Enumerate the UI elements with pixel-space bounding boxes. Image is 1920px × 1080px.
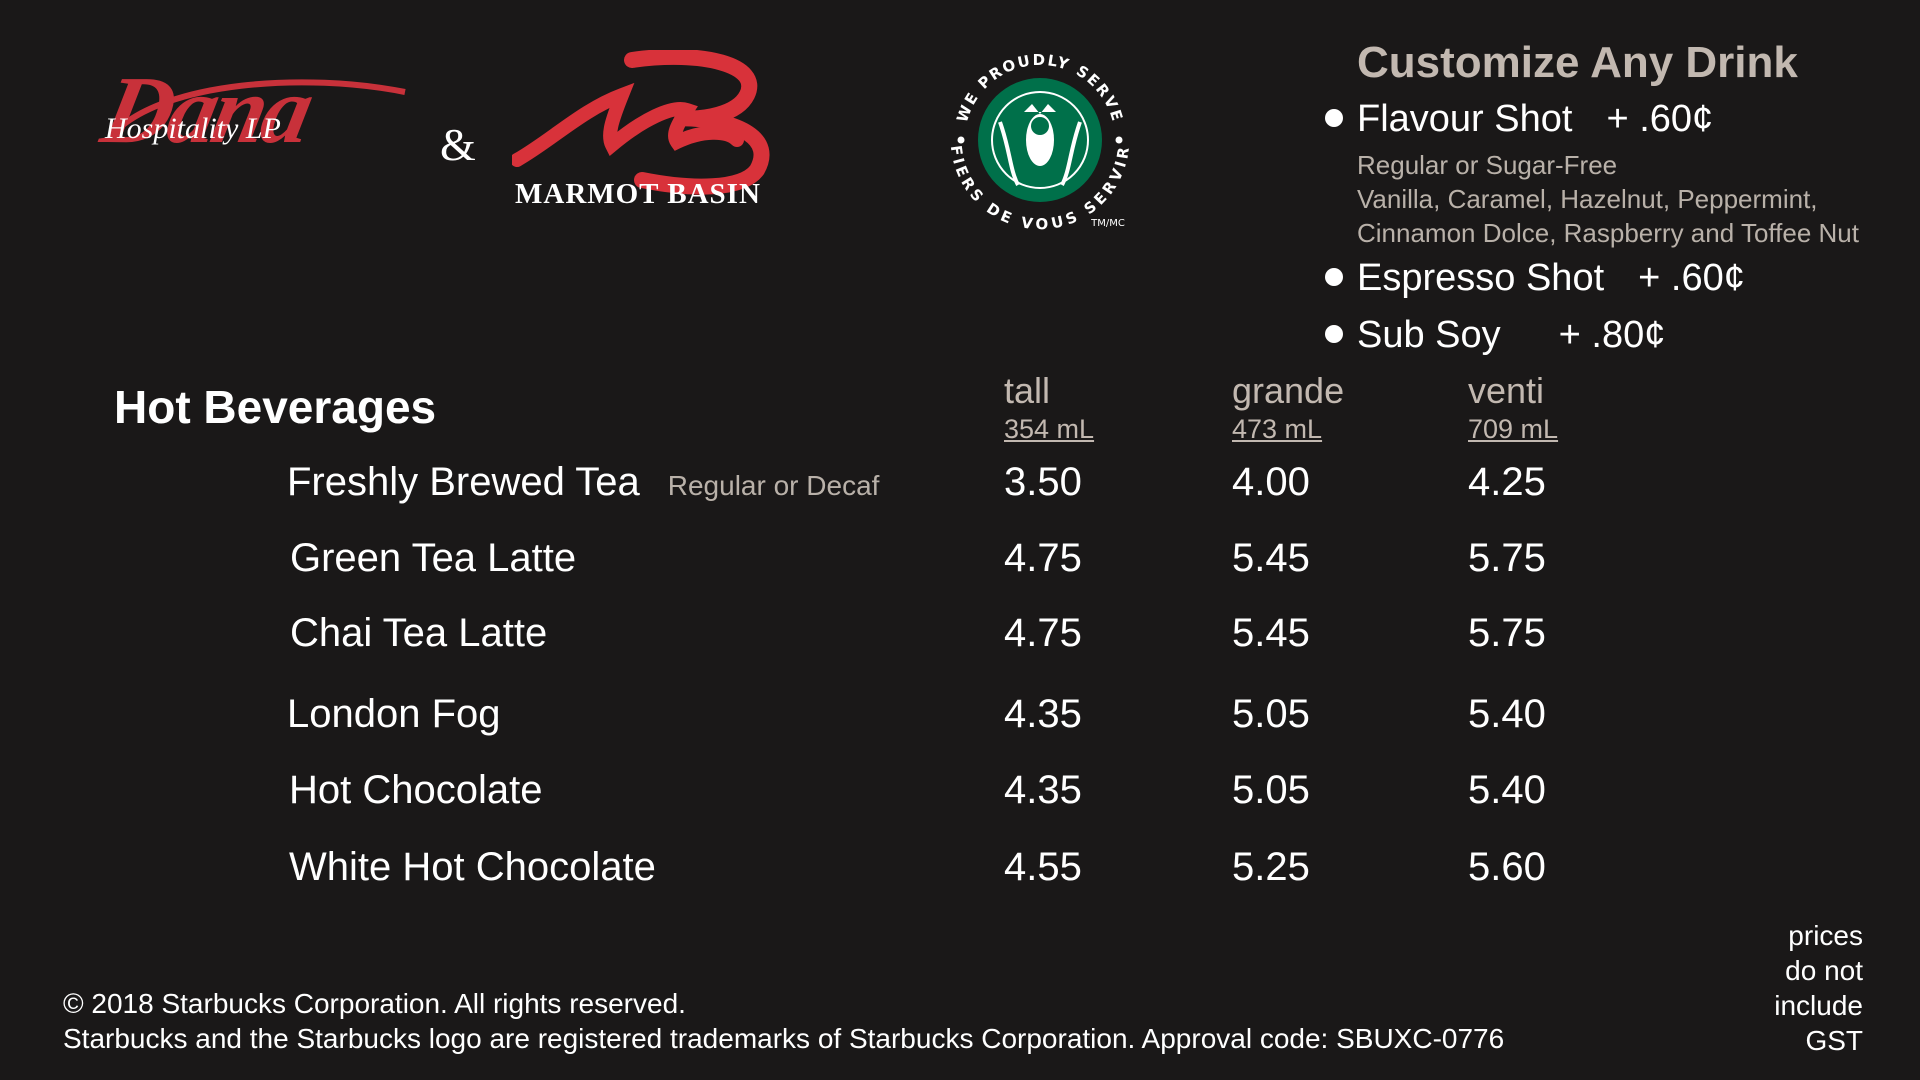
option-name: Espresso Shot <box>1357 257 1605 299</box>
marmot-basin-wordmark: MARMOT BASIN <box>515 178 761 210</box>
gst-note-line: GST <box>1805 1025 1863 1056</box>
size-volume-venti: 709 mL <box>1468 414 1559 444</box>
size-header-grande: grande <box>1232 370 1345 411</box>
flavour-detail: Cinnamon Dolce, Raspberry and Toffee Nut <box>1357 218 1859 248</box>
flavour-detail: Vanilla, Caramel, Hazelnut, Peppermint, <box>1357 184 1818 214</box>
menu-item: White Hot Chocolate <box>289 845 656 890</box>
option-name: Flavour Shot <box>1357 98 1573 140</box>
item-note: Regular or Decaf <box>667 470 880 501</box>
menu-item: Freshly Brewed Tea Regular or Decaf <box>287 460 879 505</box>
size-volume-grande: 473 mL <box>1232 414 1323 444</box>
option-name: Sub Soy <box>1357 314 1501 356</box>
price-venti: 5.75 <box>1468 536 1546 580</box>
marmot-basin-mark-icon <box>512 50 770 195</box>
bullet-icon <box>1325 324 1343 343</box>
customize-title: Customize Any Drink <box>1357 38 1798 87</box>
price-grande: 5.05 <box>1232 692 1310 736</box>
price-grande: 5.05 <box>1232 768 1310 812</box>
price-tall: 4.75 <box>1004 536 1082 580</box>
item-name: London Fog <box>287 692 501 736</box>
copyright-notice: © 2018 Starbucks Corporation. All rights… <box>63 988 686 1019</box>
price-venti: 5.60 <box>1468 845 1546 889</box>
price-grande: 5.25 <box>1232 845 1310 889</box>
price-venti: 5.40 <box>1468 692 1546 736</box>
trademark-notice: Starbucks and the Starbucks logo are reg… <box>63 1023 1505 1054</box>
size-volume-tall: 354 mL <box>1004 414 1095 444</box>
item-name: Green Tea Latte <box>290 536 577 580</box>
menu-item: Green Tea Latte <box>290 536 576 581</box>
price-venti: 4.25 <box>1468 460 1546 504</box>
bullet-icon <box>1325 108 1343 127</box>
item-name: Chai Tea Latte <box>290 611 548 655</box>
gst-note-line: prices <box>1788 920 1863 951</box>
price-tall: 4.35 <box>1004 768 1082 812</box>
price-grande: 5.45 <box>1232 536 1310 580</box>
price-tall: 4.35 <box>1004 692 1082 736</box>
flavour-detail: Regular or Sugar-Free <box>1357 150 1618 180</box>
bullet-icon <box>1325 267 1343 286</box>
option-price: + .60¢ <box>1638 257 1745 299</box>
size-header-tall: tall <box>1004 370 1051 411</box>
option-price: + .60¢ <box>1606 98 1714 140</box>
size-header-venti: venti <box>1468 370 1545 411</box>
dana-swoosh-icon <box>112 79 406 135</box>
price-tall: 3.50 <box>1004 460 1082 504</box>
menu-item: Chai Tea Latte <box>290 611 547 656</box>
seal-trademark: TM/MC <box>1090 218 1125 229</box>
price-tall: 4.55 <box>1004 845 1082 889</box>
option-price: + .80¢ <box>1558 314 1666 356</box>
dana-hospitality-logo: Dana <box>94 56 425 212</box>
price-grande: 4.00 <box>1232 460 1310 504</box>
section-title: Hot Beverages <box>114 381 437 433</box>
price-venti: 5.40 <box>1468 768 1546 812</box>
price-tall: 4.75 <box>1004 611 1082 655</box>
price-venti: 5.75 <box>1468 611 1546 655</box>
item-name: White Hot Chocolate <box>289 845 656 889</box>
gst-note-line: do not <box>1785 955 1863 986</box>
gst-note: prices do not include GST <box>1723 918 1863 1058</box>
logo-ampersand: & <box>440 119 476 170</box>
item-name: Hot Chocolate <box>289 768 543 812</box>
dana-logo-subtitle: Hospitality LP <box>105 112 281 145</box>
gst-note-line: include <box>1774 990 1863 1021</box>
starbucks-seal-icon: WE PROUDLY SERVE FIERS DE VOUS SERVIR TM… <box>947 51 1131 233</box>
menu-item: London Fog <box>287 692 501 737</box>
customize-option: Flavour Shot + .60¢ <box>1325 98 1713 141</box>
item-name: Freshly Brewed Tea <box>287 460 640 504</box>
customize-option: Espresso Shot + .60¢ <box>1325 257 1745 300</box>
price-grande: 5.45 <box>1232 611 1310 655</box>
menu-item: Hot Chocolate <box>289 768 542 813</box>
customize-option: Sub Soy + .80¢ <box>1325 314 1665 357</box>
